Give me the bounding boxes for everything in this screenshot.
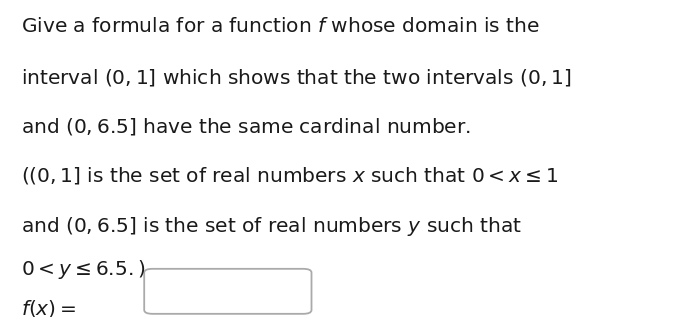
Text: Give a formula for a function $f$ whose domain is the: Give a formula for a function $f$ whose … bbox=[21, 17, 540, 36]
Text: and $(0, 6.5]$ have the same cardinal number.: and $(0, 6.5]$ have the same cardinal nu… bbox=[21, 116, 471, 137]
Text: and $(0, 6.5]$ is the set of real numbers $y$ such that: and $(0, 6.5]$ is the set of real number… bbox=[21, 215, 522, 238]
Text: interval $(0, 1]$ which shows that the two intervals $(0, 1]$: interval $(0, 1]$ which shows that the t… bbox=[21, 67, 571, 87]
Text: $f(x) =$: $f(x) =$ bbox=[21, 298, 76, 317]
Text: $((0, 1]$ is the set of real numbers $x$ such that $0 < x \leq 1$: $((0, 1]$ is the set of real numbers $x$… bbox=[21, 165, 559, 186]
Text: $0 < y \leq 6.5.)$: $0 < y \leq 6.5.)$ bbox=[21, 258, 146, 281]
FancyBboxPatch shape bbox=[144, 269, 312, 314]
